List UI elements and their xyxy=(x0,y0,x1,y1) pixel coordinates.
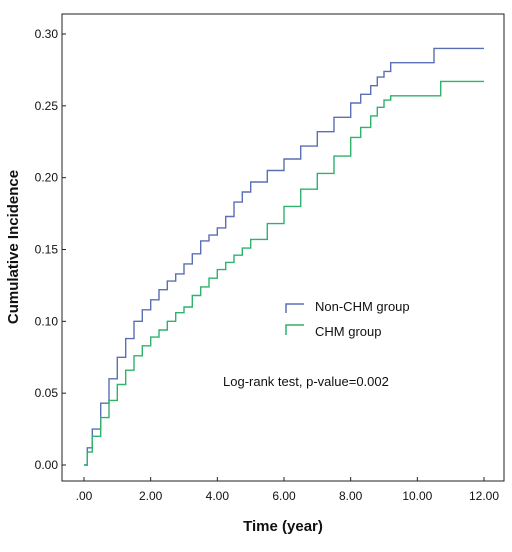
plot-area-frame xyxy=(61,13,505,482)
x-tick-label: 4.00 xyxy=(206,489,230,503)
logrank-annotation: Log-rank test, p-value=0.002 xyxy=(223,374,389,389)
x-tick-label: 8.00 xyxy=(339,489,363,503)
y-tick-label: 0.15 xyxy=(35,243,59,257)
legend-label-chm: CHM group xyxy=(315,324,381,339)
series-group xyxy=(84,47,484,466)
legend-label-non-chm: Non-CHM group xyxy=(315,299,410,314)
x-tick-label: 2.00 xyxy=(139,489,163,503)
x-tick-label: .00 xyxy=(76,489,93,503)
y-axis-title: Cumulative Incidence xyxy=(5,170,22,324)
y-tick-label: 0.05 xyxy=(35,386,59,400)
y-tick-label: 0.25 xyxy=(35,99,59,113)
x-tick-label: 6.00 xyxy=(272,489,296,503)
y-tick-label: 0.30 xyxy=(35,27,59,41)
y-axis: 0.00 0.05 0.10 0.15 0.20 0.25 0.30 xyxy=(35,27,66,472)
y-tick-label: 0.00 xyxy=(35,458,59,472)
legend: Non-CHM group CHM group xyxy=(285,299,410,339)
x-axis-title: Time (year) xyxy=(243,518,323,535)
series-line-chm xyxy=(84,80,484,466)
legend-swatch-chm xyxy=(285,324,304,335)
x-tick-label: 12.00 xyxy=(469,489,499,503)
legend-swatch-non-chm xyxy=(285,303,304,313)
y-tick-label: 0.10 xyxy=(35,314,59,328)
y-tick-label: 0.20 xyxy=(35,171,59,185)
series-line-non-chm xyxy=(84,47,484,466)
x-tick-label: 10.00 xyxy=(402,489,432,503)
x-axis: .00 2.00 4.00 6.00 8.00 10.00 12.00 xyxy=(76,477,499,503)
